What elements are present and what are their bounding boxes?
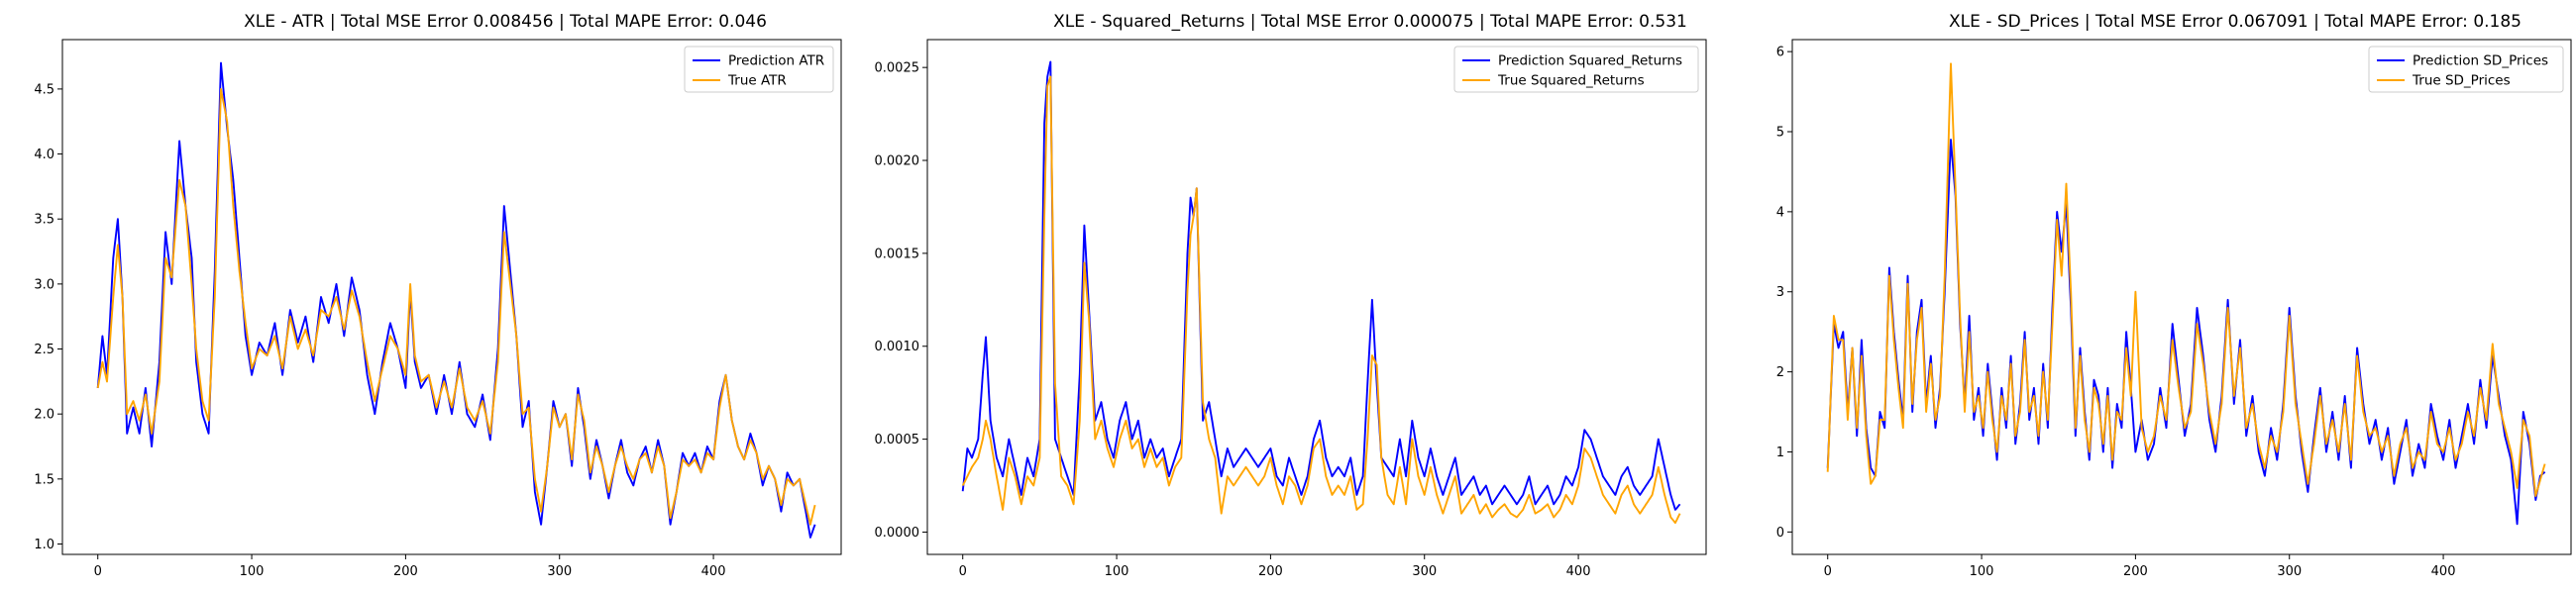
legend-label: Prediction SD_Prices (2413, 53, 2548, 69)
x-tick-label: 200 (1258, 564, 1283, 579)
y-tick-label: 1 (1776, 446, 1784, 460)
chart-title: XLE - ATR | Total MSE Error 0.008456 | T… (244, 12, 767, 32)
x-tick-label: 400 (2431, 564, 2456, 579)
y-tick-label: 2.0 (34, 408, 54, 423)
y-tick-label: 0.0015 (875, 247, 920, 261)
legend-box (1453, 46, 1699, 93)
y-tick-label: 0.0000 (875, 526, 920, 541)
x-tick-label: 300 (547, 564, 572, 579)
x-tick-label: 100 (240, 564, 265, 579)
axes-frame (1791, 39, 2572, 555)
y-tick-label: 3 (1776, 285, 1784, 300)
x-tick-label: 400 (701, 564, 726, 579)
y-tick-label: 0.0020 (875, 154, 920, 169)
series-line-true (961, 75, 1681, 525)
y-tick-label: 1.5 (34, 472, 54, 487)
legend-label: True SD_Prices (2412, 73, 2511, 89)
subplot-atr: XLE - ATR | Total MSE Error 0.008456 | T… (34, 12, 842, 579)
series-line-true (1826, 62, 2546, 497)
legend: Prediction ATR True ATR (684, 46, 834, 93)
chart-title: XLE - Squared_Returns | Total MSE Error … (1053, 12, 1687, 32)
y-tick-label: 6 (1776, 46, 1784, 60)
x-tick-label: 300 (1412, 564, 1437, 579)
y-tick-label: 0.0025 (875, 61, 920, 76)
x-tick-label: 200 (393, 564, 418, 579)
series-line-prediction (961, 60, 1681, 511)
y-tick-label: 1.0 (34, 538, 54, 552)
y-tick-label: 2 (1776, 365, 1784, 380)
y-tick-label: 2.5 (34, 343, 54, 357)
x-tick-label: 0 (94, 564, 102, 579)
legend: Prediction Squared_Returns True Squared_R… (1453, 46, 1699, 93)
x-tick-label: 200 (2123, 564, 2148, 579)
y-tick-label: 4 (1776, 205, 1784, 220)
y-tick-label: 3.5 (34, 213, 54, 228)
y-tick-label: 0.0010 (875, 340, 920, 354)
axes-frame (926, 39, 1707, 555)
x-tick-label: 100 (1105, 564, 1129, 579)
legend-label: Prediction Squared_Returns (1498, 53, 1682, 69)
x-tick-label: 0 (959, 564, 967, 579)
y-tick-label: 0 (1776, 526, 1784, 541)
subplot-sd-prices: XLE - SD_Prices | Total MSE Error 0.0670… (1776, 12, 2572, 579)
subplot-squared-returns: XLE - Squared_Returns | Total MSE Error … (875, 12, 1707, 579)
y-tick-label: 5 (1776, 126, 1784, 141)
x-tick-label: 300 (2277, 564, 2302, 579)
legend: Prediction SD_Prices True SD_Prices (2368, 46, 2564, 93)
legend-box (684, 46, 834, 93)
chart-title: XLE - SD_Prices | Total MSE Error 0.0670… (1949, 12, 2522, 32)
series-line-true (96, 87, 816, 526)
axes-frame (61, 39, 842, 555)
x-tick-label: 400 (1566, 564, 1591, 579)
y-tick-label: 3.0 (34, 277, 54, 292)
legend-label: Prediction ATR (728, 53, 824, 69)
legend-label: True Squared_Returns (1497, 73, 1645, 89)
series-line-prediction (1826, 139, 2546, 526)
x-tick-label: 0 (1824, 564, 1832, 579)
y-tick-label: 0.0005 (875, 433, 920, 447)
y-tick-label: 4.0 (34, 148, 54, 162)
y-tick-label: 4.5 (34, 82, 54, 97)
x-tick-label: 100 (1970, 564, 1994, 579)
legend-box (2368, 46, 2564, 93)
legend-label: True ATR (727, 73, 787, 89)
